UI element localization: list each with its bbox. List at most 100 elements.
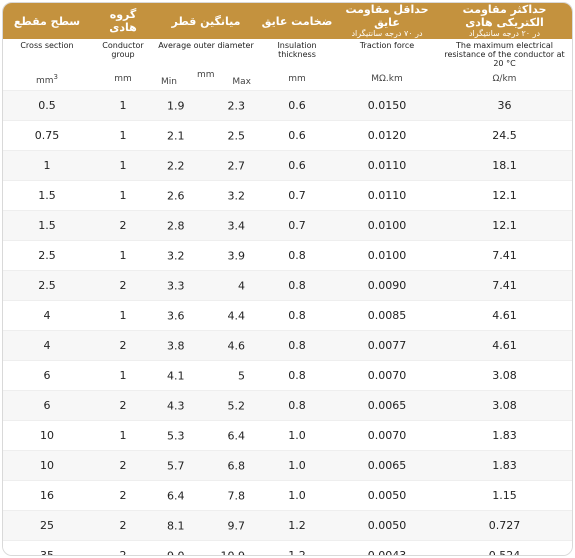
unit-thickness: mm	[288, 74, 306, 84]
cell-diameter-max: 2.3	[227, 99, 246, 112]
cell-traction: 0.0043	[337, 540, 437, 555]
table-row: 1.5 1 2.6 3.2 0.7 0.0110 12.1	[3, 180, 572, 211]
cable-spec-table: سطح مقطع گروه هادی میانگین قطر ضخامت عای…	[3, 3, 572, 556]
cell-diameter-max: 5	[238, 369, 245, 382]
cell-group: 2	[91, 540, 155, 555]
cell-group: 1	[91, 300, 155, 331]
unit-resistance: Ω/km	[492, 74, 517, 84]
table-row: 16 2 6.4 7.8 1.0 0.0050 1.15	[3, 480, 572, 511]
table-row: 6 2 4.3 5.2 0.8 0.0065 3.08	[3, 390, 572, 421]
cell-diameter-min: 4.3	[167, 399, 185, 412]
cell-diameter-min: 9.0	[167, 549, 185, 556]
en-header-average-diameter: Average outer diameter	[158, 41, 254, 50]
cell-resistance: 0.524	[437, 540, 572, 555]
cell-diameter: 3.8 4.6	[155, 330, 257, 361]
unit-diameter-mm: mm	[197, 70, 215, 80]
table-row: 2.5 1 3.2 3.9 0.8 0.0100 7.41	[3, 240, 572, 271]
cell-resistance: 18.1	[437, 150, 572, 181]
cell-section: 35	[3, 540, 91, 555]
table-row: 4 2 3.8 4.6 0.8 0.0077 4.61	[3, 330, 572, 361]
table-row: 10 2 5.7 6.8 1.0 0.0065 1.83	[3, 450, 572, 481]
cell-resistance: 3.08	[437, 360, 572, 391]
cell-group: 1	[91, 420, 155, 451]
cell-diameter: 3.2 3.9	[155, 240, 257, 271]
cell-traction: 0.0065	[337, 390, 437, 421]
cell-group: 1	[91, 180, 155, 211]
cell-thickness: 0.8	[257, 390, 337, 421]
cell-resistance: 1.15	[437, 480, 572, 511]
cell-resistance: 12.1	[437, 180, 572, 211]
cell-diameter-min: 3.8	[167, 339, 185, 352]
cell-diameter: 1.9 2.3	[155, 90, 257, 121]
cell-thickness: 0.7	[257, 180, 337, 211]
en-header-insulation-thickness: Insulation thickness	[277, 41, 317, 59]
cell-resistance: 4.61	[437, 330, 572, 361]
en-header-traction-force: Traction force	[359, 41, 415, 50]
cell-section: 0.5	[3, 90, 91, 121]
cell-diameter-max: 3.9	[227, 249, 246, 262]
cell-diameter-max: 10.9	[220, 549, 246, 556]
cell-diameter: 3.6 4.4	[155, 300, 257, 331]
cell-diameter-max: 4.6	[227, 339, 246, 352]
header-resistance-subtitle: در ۲۰ درجه سانتیگراد	[468, 29, 541, 38]
cell-diameter-max: 3.4	[227, 219, 246, 232]
cell-section: 25	[3, 510, 91, 541]
cell-group: 2	[91, 270, 155, 301]
unit-min-label: Min	[161, 77, 177, 87]
cell-diameter-min: 2.2	[167, 159, 185, 172]
cell-resistance: 4.61	[437, 300, 572, 331]
cell-section: 6	[3, 360, 91, 391]
table-row: 0.75 1 2.1 2.5 0.6 0.0120 24.5	[3, 120, 572, 151]
cell-traction: 0.0090	[337, 270, 437, 301]
header-insulation-thickness: ضخامت عایق	[257, 3, 337, 39]
cell-traction: 0.0085	[337, 300, 437, 331]
cell-diameter-max: 7.8	[227, 489, 246, 502]
cell-diameter: 2.2 2.7	[155, 150, 257, 181]
en-header-cross-section: Cross section	[20, 41, 74, 50]
persian-header-row: سطح مقطع گروه هادی میانگین قطر ضخامت عای…	[3, 3, 572, 39]
cell-diameter-max: 6.4	[227, 429, 246, 442]
cell-diameter: 5.7 6.8	[155, 450, 257, 481]
cell-diameter-min: 8.1	[167, 519, 185, 532]
cell-traction: 0.0065	[337, 450, 437, 481]
table-row: 0.5 1 1.9 2.3 0.6 0.0150 36	[3, 90, 572, 121]
table-row: 4 1 3.6 4.4 0.8 0.0085 4.61	[3, 300, 572, 331]
cell-diameter-min: 5.7	[167, 459, 185, 472]
cell-traction: 0.0100	[337, 240, 437, 271]
cell-section: 16	[3, 480, 91, 511]
cell-diameter-min: 3.6	[167, 309, 185, 322]
cell-diameter-max: 2.5	[227, 129, 246, 142]
cell-section: 4	[3, 330, 91, 361]
cell-diameter-min: 2.6	[167, 189, 185, 202]
unit-max-label: Max	[232, 77, 251, 87]
cell-group: 1	[91, 150, 155, 181]
cell-traction: 0.0070	[337, 420, 437, 451]
cell-thickness: 1.2	[257, 540, 337, 555]
cell-traction: 0.0077	[337, 330, 437, 361]
header-cross-section: سطح مقطع	[3, 3, 91, 39]
cell-section: 4	[3, 300, 91, 331]
cell-diameter-max: 6.8	[227, 459, 246, 472]
cell-group: 1	[91, 120, 155, 151]
header-conductor-group: گروه هادی	[91, 3, 155, 39]
header-max-resistance: حداکثر مقاومت الکتریکی هادی در ۲۰ درجه سا…	[437, 3, 572, 39]
table-row: 2.5 2 3.3 4 0.8 0.0090 7.41	[3, 270, 572, 301]
en-header-conductor-group: Conductor group	[102, 41, 144, 59]
cell-traction: 0.0110	[337, 180, 437, 211]
cell-resistance: 1.83	[437, 450, 572, 481]
cell-resistance: 7.41	[437, 240, 572, 271]
cell-section: 10	[3, 420, 91, 451]
table-row: 1.5 2 2.8 3.4 0.7 0.0100 12.1	[3, 210, 572, 241]
unit-section: mm3	[35, 72, 58, 86]
cell-diameter-max: 4	[238, 279, 245, 292]
cell-section: 1	[3, 150, 91, 181]
cell-diameter-max: 4.4	[227, 309, 246, 322]
cell-thickness: 0.6	[257, 120, 337, 151]
cell-section: 10	[3, 450, 91, 481]
en-header-max-resistance: The maximum electrical resistance of the…	[444, 41, 565, 68]
cell-diameter-min: 5.3	[167, 429, 185, 442]
cell-diameter-min: 4.1	[167, 369, 185, 382]
cell-group: 2	[91, 510, 155, 541]
cell-traction: 0.0100	[337, 210, 437, 241]
